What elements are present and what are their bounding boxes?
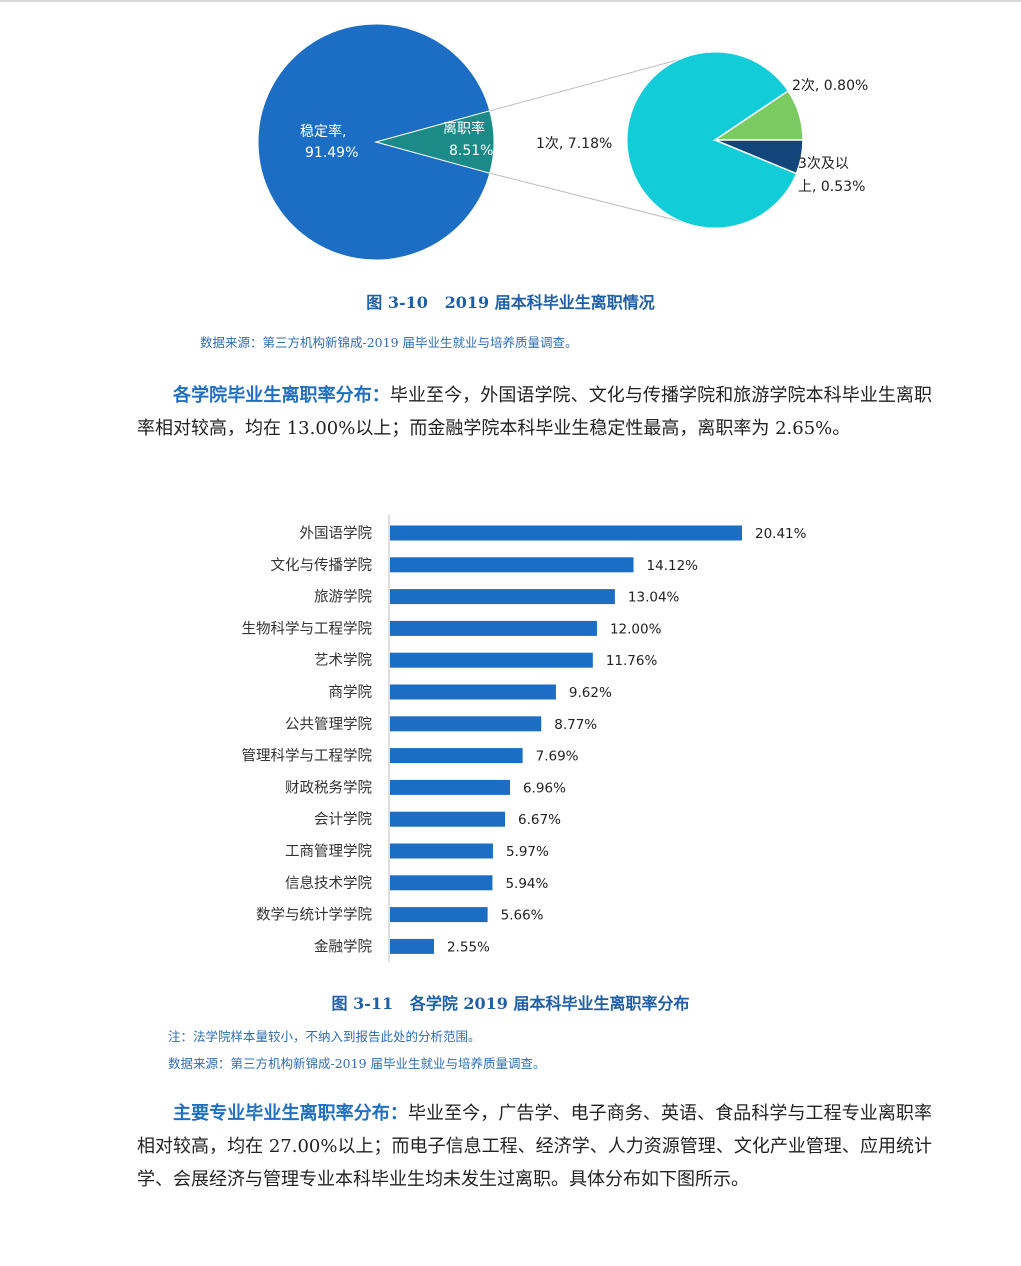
bar — [390, 938, 434, 954]
bar-value-label: 5.94% — [505, 876, 548, 892]
once-label: 1次, 7.18% — [536, 136, 612, 152]
bar-category-label: 外国语学院 — [300, 525, 373, 542]
bar-category-label: 信息技术学院 — [285, 875, 372, 892]
pie-slice-thrice — [714, 139, 804, 175]
figure-3-11-caption: 图 3-11 各学院 2019 届本科毕业生离职率分布 — [331, 994, 690, 1013]
bar-value-label: 8.77% — [554, 717, 597, 733]
bar-category-label: 公共管理学院 — [285, 716, 372, 733]
bar-value-label: 9.62% — [569, 685, 612, 701]
bar-value-label: 6.96% — [523, 780, 566, 796]
main-pie — [257, 23, 495, 261]
connector-lines — [489, 51, 708, 229]
bar-category-label: 财政税务学院 — [285, 779, 372, 796]
connector-line-top — [489, 51, 708, 112]
bar — [390, 843, 493, 859]
bar — [390, 811, 506, 827]
top-border — [0, 0, 1021, 2]
bar-value-label: 6.67% — [518, 812, 561, 828]
college-paragraph-lead: 各学院毕业生离职率分布： — [173, 385, 390, 406]
bar — [390, 684, 556, 700]
major-paragraph-lead: 主要专业毕业生离职率分布： — [173, 1103, 408, 1124]
bar — [390, 589, 615, 605]
bar-value-label: 5.97% — [506, 844, 549, 860]
figure-3-10-caption: 图 3-10 2019 届本科毕业生离职情况 — [366, 293, 655, 312]
bar — [390, 875, 493, 891]
bar-category-label: 工商管理学院 — [285, 843, 372, 860]
pie-slice-once — [626, 51, 798, 229]
pie-chart-leave-status: 稳定率, 91.49% 离职率 8.51% 1次, 7.18% 2次, 0.80… — [257, 23, 868, 261]
stable-value-label: 91.49% — [305, 145, 358, 161]
bar — [390, 525, 742, 541]
bar-category-label: 管理科学与工程学院 — [242, 748, 373, 765]
stable-label: 稳定率, — [300, 123, 346, 140]
connector-line-bottom — [489, 172, 708, 229]
bar-series: 外国语学院 20.41% 文化与传播学院 14.12% 旅游学院 13.04% 生物科学与工… — [242, 525, 807, 955]
bar — [390, 620, 597, 636]
bar — [390, 907, 488, 923]
pie-slice-stable — [257, 23, 491, 261]
figure-3-11-source: 数据来源：第三方机构新锦成-2019 届毕业生就业与培养质量调查。 — [168, 1056, 546, 1071]
bar-value-label: 5.66% — [501, 908, 544, 924]
pie-labels: 稳定率, 91.49% 离职率 8.51% 1次, 7.18% 2次, 0.80… — [300, 78, 868, 195]
bar-category-label: 会计学院 — [314, 811, 372, 828]
bar-category-label: 数学与统计学学院 — [256, 907, 372, 924]
bar-category-label: 文化与传播学院 — [271, 557, 373, 574]
bar-value-label: 7.69% — [536, 749, 579, 765]
leave-label: 离职率 — [443, 120, 485, 137]
bar-value-label: 2.55% — [447, 939, 490, 955]
twice-label: 2次, 0.80% — [792, 78, 868, 94]
bar-value-label: 13.04% — [628, 590, 680, 606]
figure-3-10-source: 数据来源：第三方机构新锦成-2019 届毕业生就业与培养质量调查。 — [200, 335, 578, 350]
figure-3-11-note: 注：法学院样本量较小，不纳入到报告此处的分析范围。 — [168, 1029, 481, 1044]
thrice-label-line1: 3次及以 — [798, 156, 849, 172]
bar — [390, 652, 593, 668]
bar-value-label: 11.76% — [606, 653, 658, 669]
bar — [390, 748, 523, 764]
bar — [390, 779, 511, 795]
bar-chart-college-leave-rate: 外国语学院 20.41% 文化与传播学院 14.12% 旅游学院 13.04% 生物科学与工… — [242, 515, 807, 962]
major-paragraph-text: 毕业至今，广告学、电子商务、英语、食品科学与工程专业离职率相对较高，均在 27.… — [137, 1103, 932, 1190]
bar-category-label: 商学院 — [329, 684, 373, 701]
bar — [390, 716, 542, 732]
major-leave-paragraph: 主要专业毕业生离职率分布：毕业至今，广告学、电子商务、英语、食品科学与工程专业离… — [137, 1097, 932, 1196]
bar — [390, 557, 634, 573]
bar-category-label: 金融学院 — [314, 938, 372, 955]
bar-category-label: 旅游学院 — [314, 589, 372, 606]
bar-category-label: 生物科学与工程学院 — [242, 620, 373, 637]
breakdown-pie — [626, 51, 804, 229]
bar-value-label: 12.00% — [610, 621, 662, 637]
bar-value-label: 14.12% — [647, 558, 699, 574]
thrice-label-line2: 上, 0.53% — [798, 179, 865, 195]
bar-category-label: 艺术学院 — [314, 652, 372, 669]
college-paragraph-text: 毕业至今，外国语学院、文化与传播学院和旅游学院本科毕业生离职率相对较高，均在 1… — [137, 385, 933, 439]
leave-value-label: 8.51% — [449, 143, 493, 159]
bar-value-label: 20.41% — [755, 526, 807, 542]
college-leave-paragraph: 各学院毕业生离职率分布：毕业至今，外国语学院、文化与传播学院和旅游学院本科毕业生… — [137, 379, 932, 445]
